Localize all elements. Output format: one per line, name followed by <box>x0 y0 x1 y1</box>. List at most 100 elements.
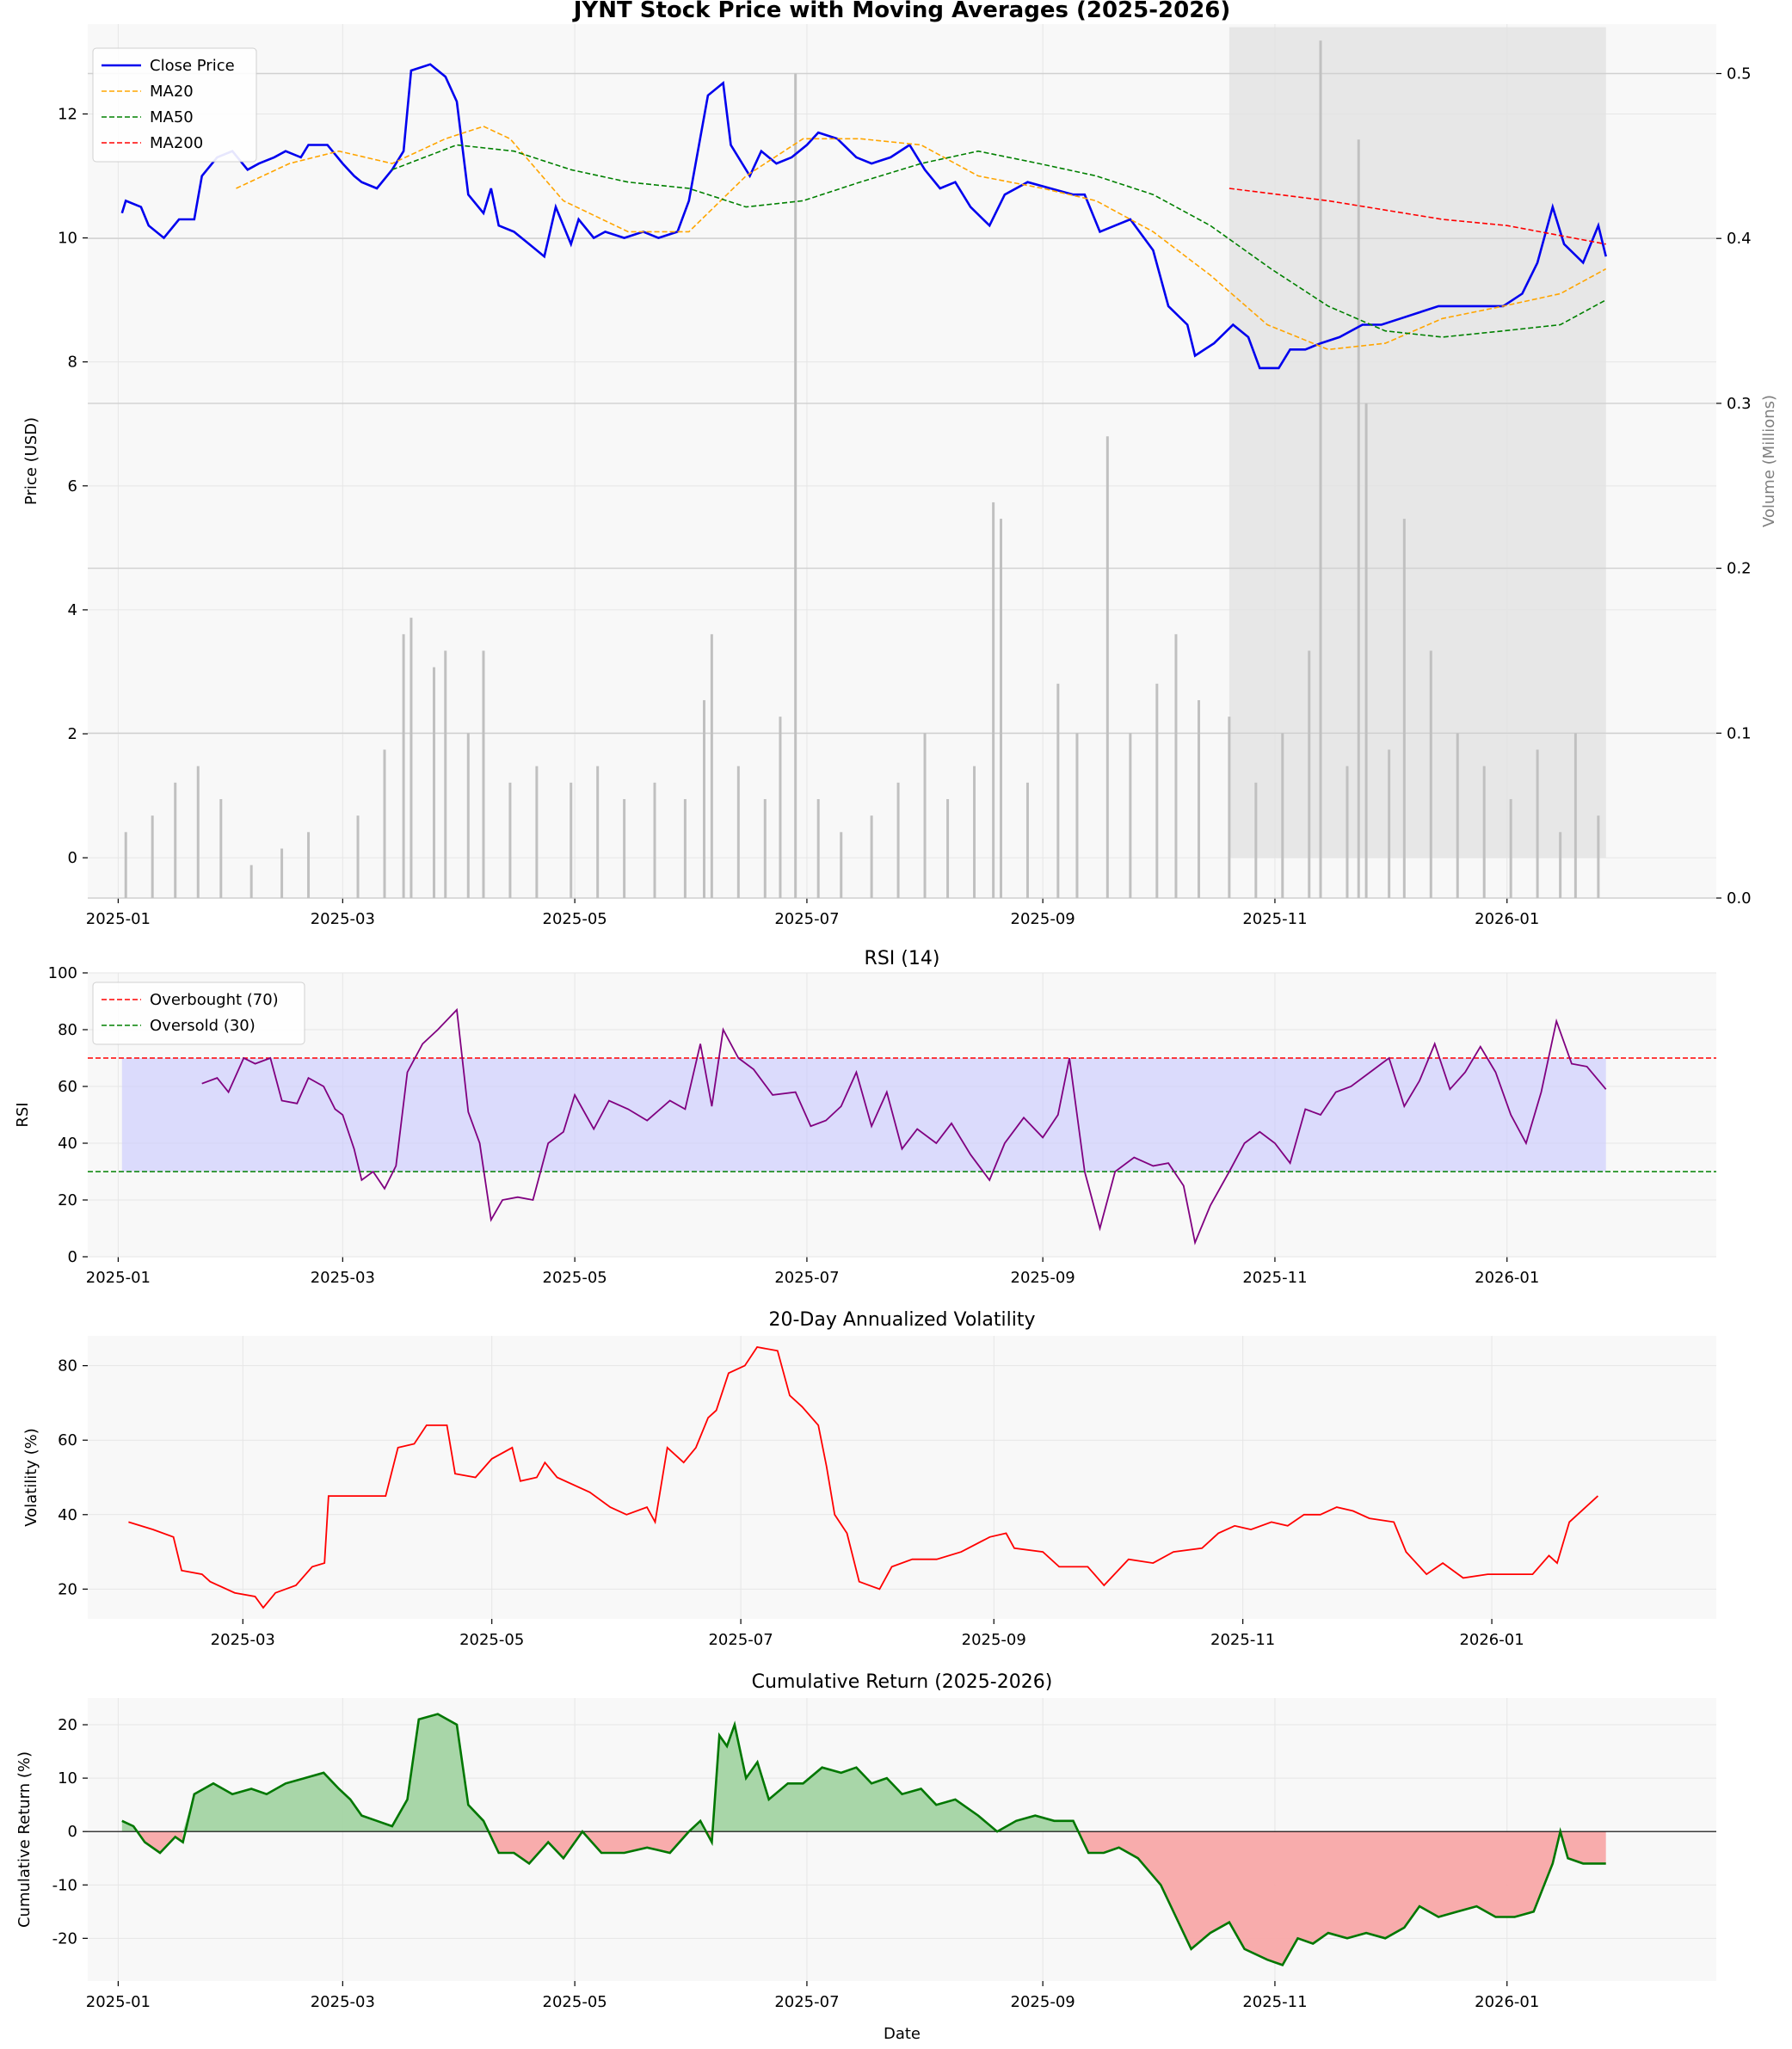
y-tick-label: 80 <box>58 1357 77 1375</box>
y-tick-label: 0 <box>68 1823 77 1841</box>
x-tick-label: 2025-07 <box>774 1993 839 2011</box>
x-tick-label: 2025-11 <box>1242 1993 1307 2011</box>
volume-bar <box>402 634 405 898</box>
y-axis-label: Cumulative Return (%) <box>15 1751 34 1928</box>
volume-bar <box>1075 733 1079 898</box>
volume-bar <box>1357 139 1360 899</box>
x-tick-label: 2025-09 <box>962 1631 1026 1649</box>
volume-bar <box>1254 782 1258 898</box>
volume-bar <box>999 519 1002 898</box>
negative-return-area <box>1560 1831 1606 1864</box>
y-tick-label: 20 <box>58 1191 77 1209</box>
legend-label: MA20 <box>150 83 194 101</box>
volume-bar <box>1559 832 1562 898</box>
volume-bar <box>196 766 200 898</box>
volume-bar <box>596 766 600 898</box>
y-tick-label: 0 <box>68 1248 77 1266</box>
volume-bar <box>124 832 127 898</box>
volume-bar <box>280 848 284 898</box>
x-tick-label: 2025-07 <box>708 1631 773 1649</box>
series-line-cumulative-return <box>121 1713 1606 1966</box>
series-line-volatility <box>128 1346 1599 1609</box>
x-tick-label: 2025-09 <box>1011 910 1075 928</box>
rsi-band <box>121 1058 1606 1172</box>
y-tick-label: 80 <box>58 1021 77 1039</box>
volume-bar <box>570 782 573 898</box>
volume-bar <box>816 798 820 898</box>
volume-bar <box>249 865 253 898</box>
plot-area-3 <box>88 1336 1716 1619</box>
volume-bar <box>410 618 413 898</box>
y2-tick-label: 0.1 <box>1727 724 1752 742</box>
volume-bar <box>151 815 154 898</box>
volume-bar <box>1429 650 1432 898</box>
volume-bar <box>1281 733 1284 898</box>
volume-bar <box>1174 634 1178 898</box>
volume-bar <box>307 832 311 898</box>
volume-bar <box>174 782 177 898</box>
volume-bar <box>1129 733 1132 898</box>
legend-label: Oversold (30) <box>150 1017 256 1035</box>
y-tick-label: -10 <box>52 1876 77 1894</box>
x-tick-label: 2025-01 <box>86 1269 151 1287</box>
x-tick-label: 2025-01 <box>86 910 151 928</box>
y-axis-label: RSI <box>14 1102 32 1127</box>
volume-bar <box>1197 699 1200 898</box>
volume-bar <box>1597 815 1600 898</box>
volume-bar <box>1388 749 1391 898</box>
x-tick-label: 2025-05 <box>459 1631 524 1649</box>
y2-axis-label: Volume (Millions) <box>1760 395 1778 527</box>
volume-bar <box>1364 403 1368 899</box>
x-tick-label: 2026-01 <box>1475 1993 1539 2011</box>
x-tick-label: 2025-05 <box>543 1269 607 1287</box>
volume-bar <box>1456 733 1459 898</box>
volume-bar <box>623 798 626 898</box>
volume-bar <box>383 749 386 898</box>
volume-bar <box>736 766 740 898</box>
series-line-ma50 <box>391 144 1607 338</box>
y-tick-label: 40 <box>58 1506 77 1524</box>
y-tick-label: 10 <box>58 230 77 248</box>
y-tick-label: 8 <box>68 354 77 372</box>
x-tick-label: 2025-07 <box>774 1269 839 1287</box>
volume-bar <box>923 733 927 898</box>
positive-return-area <box>182 1714 488 1832</box>
legend-label: MA200 <box>150 134 203 152</box>
volume-bar <box>710 634 713 898</box>
volume-bar <box>763 798 767 898</box>
y-tick-label: 60 <box>58 1431 77 1449</box>
x-tick-label: 2025-03 <box>311 1269 375 1287</box>
volume-bar <box>482 650 485 898</box>
volume-bar <box>508 782 512 898</box>
y-tick-label: 6 <box>68 477 77 495</box>
volume-bar <box>432 667 435 898</box>
y-tick-label: 10 <box>58 1769 77 1787</box>
x-tick-label: 2025-03 <box>311 1993 375 2011</box>
y-tick-label: 4 <box>68 601 77 619</box>
legend-box <box>92 981 305 1045</box>
volume-bar <box>1308 650 1311 898</box>
x-tick-label: 2025-01 <box>86 1993 151 2011</box>
volume-bar <box>219 798 223 898</box>
volume-bar <box>1402 519 1406 898</box>
negative-return-area <box>582 1831 689 1853</box>
series-line-ma200 <box>1229 188 1606 245</box>
x-tick-label: 2025-09 <box>1011 1993 1075 2011</box>
volume-bar <box>946 798 950 898</box>
x-axis-label: Date <box>884 2025 921 2043</box>
series-line-rsi <box>201 1007 1607 1246</box>
y-tick-label: -20 <box>52 1929 77 1947</box>
y2-tick-label: 0.2 <box>1727 560 1752 578</box>
legend-label: MA50 <box>150 108 194 126</box>
y-tick-label: 0 <box>68 849 77 867</box>
volume-bar <box>896 782 900 898</box>
volume-bar <box>1482 766 1486 898</box>
series-line-close-price <box>120 63 1607 370</box>
y-tick-label: 100 <box>48 964 77 982</box>
x-tick-label: 2025-03 <box>311 910 375 928</box>
y-tick-label: 12 <box>58 105 77 123</box>
x-tick-label: 2025-07 <box>774 910 839 928</box>
volume-bar <box>444 650 447 898</box>
y-tick-label: 2 <box>68 725 77 743</box>
